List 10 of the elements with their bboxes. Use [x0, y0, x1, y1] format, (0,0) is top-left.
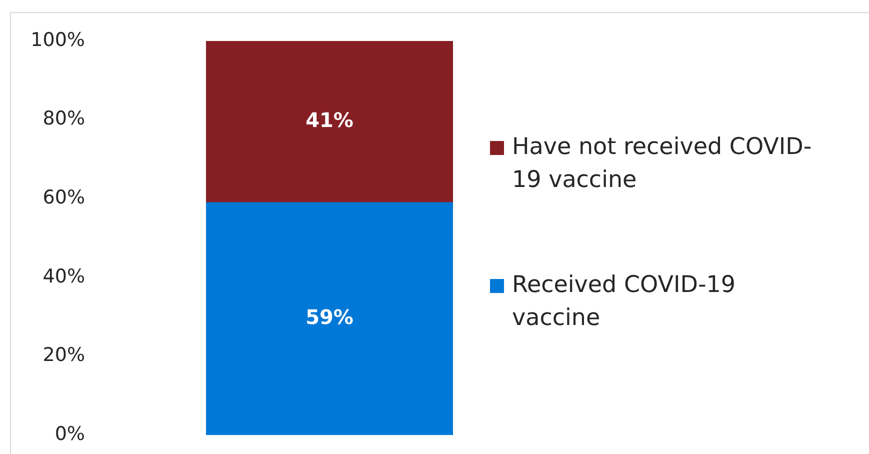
y-tick-label: 0%: [54, 422, 85, 445]
legend-label: Received COVID-19 vaccine: [512, 271, 737, 333]
y-tick-label: 80%: [42, 108, 85, 130]
data-label: 41%: [306, 108, 354, 132]
legend-label: Have not received COVID-19 vaccine: [512, 133, 813, 195]
y-tick-label: 60%: [42, 186, 85, 209]
data-label: 59%: [306, 304, 354, 329]
y-tick-label: 100%: [30, 28, 85, 51]
y-tick-label: 40%: [42, 265, 85, 288]
y-tick-label: 20%: [42, 344, 85, 366]
